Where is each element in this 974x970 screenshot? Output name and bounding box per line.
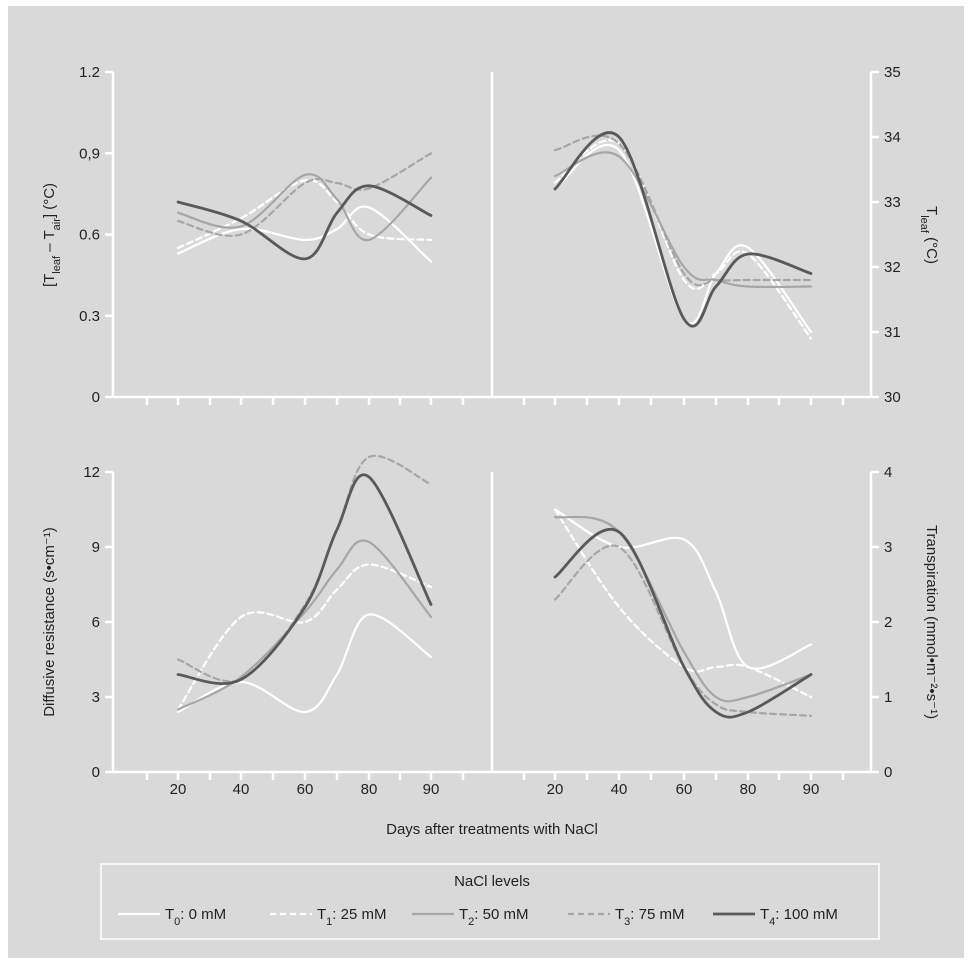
y-tick-label: 9 <box>92 539 100 556</box>
y-tick-label: 3 <box>92 689 100 706</box>
legend-item-t0: T0: 0 mM <box>118 906 226 928</box>
legend-item-t3: T3: 75 mM <box>568 906 684 928</box>
x-tick-label: 20 <box>170 781 187 798</box>
y-tick-label: 32 <box>884 259 901 276</box>
y-tick-label: 30 <box>884 389 901 406</box>
bottom-left-series-group <box>176 454 433 714</box>
x-tick-label: 40 <box>611 781 628 798</box>
data-series <box>176 131 813 719</box>
legend-label: T1: 25 mM <box>317 906 386 928</box>
y-tick-label: 6 <box>92 614 100 631</box>
bottom-right-series-group <box>553 508 813 719</box>
y-tick-label: 34 <box>884 129 901 146</box>
y-tick-label: 31 <box>884 324 901 341</box>
top-right-series-t2 <box>553 151 813 289</box>
bottom-left-y-axis-title: Diffusive resistance (s•cm⁻¹) <box>41 527 58 717</box>
legend-label: T3: 75 mM <box>615 906 684 928</box>
x-tick-label: 40 <box>233 781 250 798</box>
top-left-series-t2 <box>176 173 433 242</box>
y-tick-label: 35 <box>884 64 901 81</box>
y-tick-label: 3 <box>884 539 892 556</box>
top-right-series-t3 <box>553 134 813 287</box>
x-tick-label: 80 <box>740 781 757 798</box>
tick-labels: 20 40 60 80 90 20 40 60 80 9000.30.60,91.23031323… <box>79 64 901 798</box>
x-tick-label: 20 <box>547 781 564 798</box>
figure-background <box>8 6 964 958</box>
legend-item-t1: T1: 25 mM <box>270 906 386 928</box>
legend: NaCl levels T0: 0 mM T1: 25 mM T2: 50 mM T3… <box>100 863 880 940</box>
y-tick-label: 33 <box>884 194 901 211</box>
top-right-series-t4 <box>553 131 813 328</box>
y-tick-label: 1.2 <box>79 64 100 81</box>
y-tick-label: 4 <box>884 464 892 481</box>
top-left-series-group <box>176 152 433 263</box>
legend-title: NaCl levels <box>454 873 530 890</box>
top-right-series-group <box>553 131 813 340</box>
y-tick-label: 0 <box>92 764 100 781</box>
y-tick-label: 12 <box>83 464 100 481</box>
top-right-y-axis-title: Tleaf (°C) <box>918 206 940 264</box>
legend-items: T0: 0 mM T1: 25 mM T2: 50 mM T3: 75 mM T4: 1… <box>118 906 838 928</box>
bottom-right-series-t2 <box>553 515 813 703</box>
bottom-right-y-axis-title: Transpiration (mmol•m⁻²•s⁻¹) <box>923 525 940 719</box>
bottom-left-series-t1 <box>176 563 433 711</box>
top-left-y-axis-title: [Tleaf – Tair] (°C) <box>41 183 63 287</box>
bottom-right-series-t4 <box>553 528 813 719</box>
top-right-series-t1 <box>553 139 813 340</box>
x-tick-label: 90 <box>803 781 820 798</box>
y-tick-label: 0 <box>92 389 100 406</box>
x-axis-title: Days after treatments with NaCl <box>386 821 598 838</box>
y-tick-label: 0.6 <box>79 227 100 244</box>
top-left-series-t4 <box>176 184 433 261</box>
bottom-left-series-t4 <box>176 473 433 685</box>
legend-label: T0: 0 mM <box>165 906 226 928</box>
x-tick-label: 80 <box>361 781 378 798</box>
x-tick-label: 90 <box>423 781 440 798</box>
y-tick-label: 0.3 <box>79 308 100 325</box>
y-tick-label: 0 <box>884 764 892 781</box>
y-tick-label: 0,9 <box>79 145 100 162</box>
legend-label: T2: 50 mM <box>459 906 528 928</box>
legend-item-t4: T4: 100 mM <box>713 906 838 928</box>
legend-item-t2: T2: 50 mM <box>412 906 528 928</box>
tick-marks <box>105 70 879 780</box>
legend-label: T4: 100 mM <box>760 906 838 928</box>
legend-box <box>100 863 880 940</box>
y-tick-label: 1 <box>884 689 892 706</box>
top-left-series-t1 <box>176 178 433 250</box>
y-tick-label: 2 <box>884 614 892 631</box>
x-tick-label: 60 <box>676 781 693 798</box>
x-tick-label: 60 <box>297 781 314 798</box>
